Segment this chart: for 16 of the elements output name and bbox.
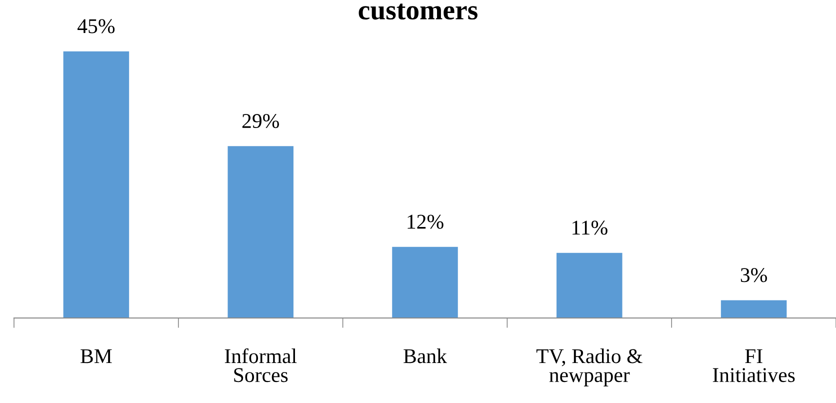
data-label: 12% <box>408 214 444 229</box>
data-label: 45% <box>78 19 115 34</box>
x-tick-label: BM <box>80 349 112 364</box>
bar <box>720 300 787 318</box>
chart-title: customers <box>358 4 478 20</box>
bar <box>392 246 458 318</box>
x-tick-label: FI Initiatives <box>712 349 795 382</box>
x-tick-label: Bank <box>404 348 447 364</box>
data-label: 29% <box>242 114 279 128</box>
bar <box>228 146 294 318</box>
data-label: 11% <box>572 220 608 235</box>
bar <box>556 252 622 318</box>
bar <box>63 51 130 318</box>
x-tick-label: Informal Sorces <box>224 348 297 382</box>
x-tick-label: TV, Radio & newpaper <box>536 348 642 386</box>
data-label: 3% <box>740 268 767 282</box>
